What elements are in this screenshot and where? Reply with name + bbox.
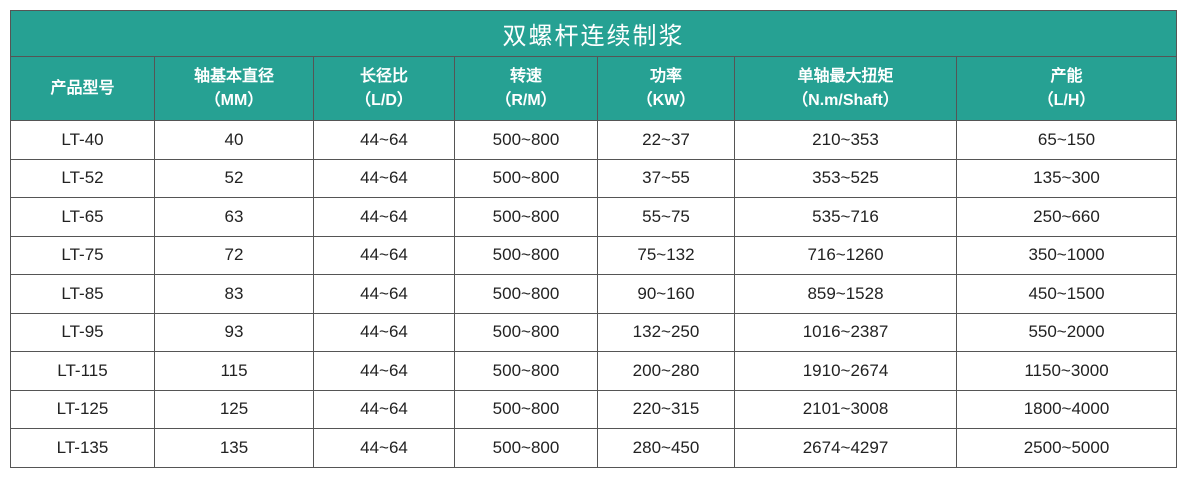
table-body: LT-40 40 44~64 500~800 22~37 210~353 65~150 LT-… [10, 120, 1178, 468]
header-cell: 转速 （R/M） [454, 56, 598, 121]
header-text: （L/H） [1037, 91, 1096, 109]
table-cell: 40 [154, 120, 314, 160]
table-cell: 83 [154, 274, 314, 314]
table-cell: 44~64 [313, 235, 455, 275]
table-cell: LT-135 [10, 428, 155, 468]
table-cell: 210~353 [734, 120, 957, 160]
header-cell: 产能 （L/H） [955, 56, 1178, 121]
table-cell: 716~1260 [734, 235, 957, 275]
table-cell: 450~1500 [955, 274, 1178, 314]
spec-table: 双螺杆连续制浆 产品型号 轴基本直径 （MM） 长径比 （L/D） 转速 （R/M） 功率 （K… [9, 10, 1178, 468]
table-cell: 72 [154, 235, 314, 275]
table-cell: 220~315 [597, 389, 735, 429]
table-cell: 1800~4000 [955, 389, 1178, 429]
table-wrap: 双螺杆连续制浆 产品型号 轴基本直径 （MM） 长径比 （L/D） 转速 （R/M） 功率 （K… [9, 10, 1178, 468]
table-cell: 37~55 [597, 158, 735, 198]
table-cell: 1150~3000 [955, 351, 1178, 391]
header-cell: 单轴最大扭矩 （N.m/Shaft） [734, 56, 957, 121]
table-row: LT-115 115 44~64 500~800 200~280 1910~2674 115… [10, 351, 1178, 391]
header-cell: 长径比 （L/D） [313, 56, 455, 121]
table-cell: 280~450 [597, 428, 735, 468]
table-cell: 500~800 [454, 428, 598, 468]
table-cell: 44~64 [313, 197, 455, 237]
table-cell: 1910~2674 [734, 351, 957, 391]
table-cell: 500~800 [454, 120, 598, 160]
table-cell: 55~75 [597, 197, 735, 237]
table-cell: LT-115 [10, 351, 155, 391]
table-cell: LT-65 [10, 197, 155, 237]
table-cell: 2674~4297 [734, 428, 957, 468]
header-text: 单轴最大扭矩 [797, 67, 894, 85]
table-cell: 132~250 [597, 312, 735, 352]
table-cell: 52 [154, 158, 314, 198]
header-cell: 功率 （KW） [597, 56, 735, 121]
table-cell: 90~160 [597, 274, 735, 314]
table-cell: 200~280 [597, 351, 735, 391]
header-cell: 轴基本直径 （MM） [154, 56, 314, 121]
table-row: LT-125 125 44~64 500~800 220~315 2101~3008 180… [10, 389, 1178, 429]
table-row: LT-52 52 44~64 500~800 37~55 353~525 135~300 [10, 158, 1178, 198]
table-cell: 500~800 [454, 351, 598, 391]
table-cell: 350~1000 [955, 235, 1178, 275]
header-cell: 产品型号 [10, 56, 155, 121]
header-text: （L/D） [355, 91, 413, 109]
header-text: 产品型号 [50, 79, 115, 97]
table-cell: 22~37 [597, 120, 735, 160]
header-text: 轴基本直径 [193, 67, 274, 85]
table-cell: 115 [154, 351, 314, 391]
table-cell: 500~800 [454, 158, 598, 198]
header-text: （N.m/Shaft） [792, 91, 899, 109]
table-cell: 75~132 [597, 235, 735, 275]
header-text: 长径比 [359, 67, 408, 85]
table-cell: 44~64 [313, 120, 455, 160]
table-cell: 44~64 [313, 389, 455, 429]
table-cell: 93 [154, 312, 314, 352]
table-cell: 2101~3008 [734, 389, 957, 429]
header-text: （MM） [204, 91, 264, 109]
header-text: 产能 [1050, 67, 1083, 85]
table-row: LT-65 63 44~64 500~800 55~75 535~716 250~660 [10, 197, 1178, 237]
table-cell: 500~800 [454, 197, 598, 237]
table-cell: 44~64 [313, 158, 455, 198]
table-cell: 250~660 [955, 197, 1178, 237]
table-cell: 44~64 [313, 428, 455, 468]
header-text: （KW） [636, 91, 696, 109]
table-cell: 135~300 [955, 158, 1178, 198]
header-text: （R/M） [495, 91, 557, 109]
table-cell: 44~64 [313, 351, 455, 391]
table-cell: LT-95 [10, 312, 155, 352]
table-row: LT-75 72 44~64 500~800 75~132 716~1260 350~100… [10, 235, 1178, 275]
table-cell: 535~716 [734, 197, 957, 237]
table-cell: 125 [154, 389, 314, 429]
table-cell: 44~64 [313, 274, 455, 314]
table-title: 双螺杆连续制浆 [9, 10, 1178, 57]
table-cell: LT-40 [10, 120, 155, 160]
table-cell: 500~800 [454, 312, 598, 352]
table-cell: LT-75 [10, 235, 155, 275]
table-cell: 500~800 [454, 235, 598, 275]
table-cell: 550~2000 [955, 312, 1178, 352]
table-row: LT-95 93 44~64 500~800 132~250 1016~2387 550~2… [10, 312, 1178, 352]
header-row: 产品型号 轴基本直径 （MM） 长径比 （L/D） 转速 （R/M） 功率 （KW） 单轴最大扭矩… [10, 56, 1178, 121]
table-cell: LT-85 [10, 274, 155, 314]
table-cell: 500~800 [454, 389, 598, 429]
table-cell: 1016~2387 [734, 312, 957, 352]
table-cell: LT-52 [10, 158, 155, 198]
table-cell: 44~64 [313, 312, 455, 352]
table-row: LT-40 40 44~64 500~800 22~37 210~353 65~150 [10, 120, 1178, 160]
table-cell: 500~800 [454, 274, 598, 314]
header-text: 转速 [509, 67, 542, 85]
table-cell: 135 [154, 428, 314, 468]
table-row: LT-135 135 44~64 500~800 280~450 2674~4297 250… [10, 428, 1178, 468]
table-cell: 63 [154, 197, 314, 237]
table-row: LT-85 83 44~64 500~800 90~160 859~1528 450~150… [10, 274, 1178, 314]
header-text: 功率 [649, 67, 682, 85]
table-cell: 2500~5000 [955, 428, 1178, 468]
table-cell: 65~150 [955, 120, 1178, 160]
table-cell: 859~1528 [734, 274, 957, 314]
table-cell: LT-125 [10, 389, 155, 429]
table-cell: 353~525 [734, 158, 957, 198]
